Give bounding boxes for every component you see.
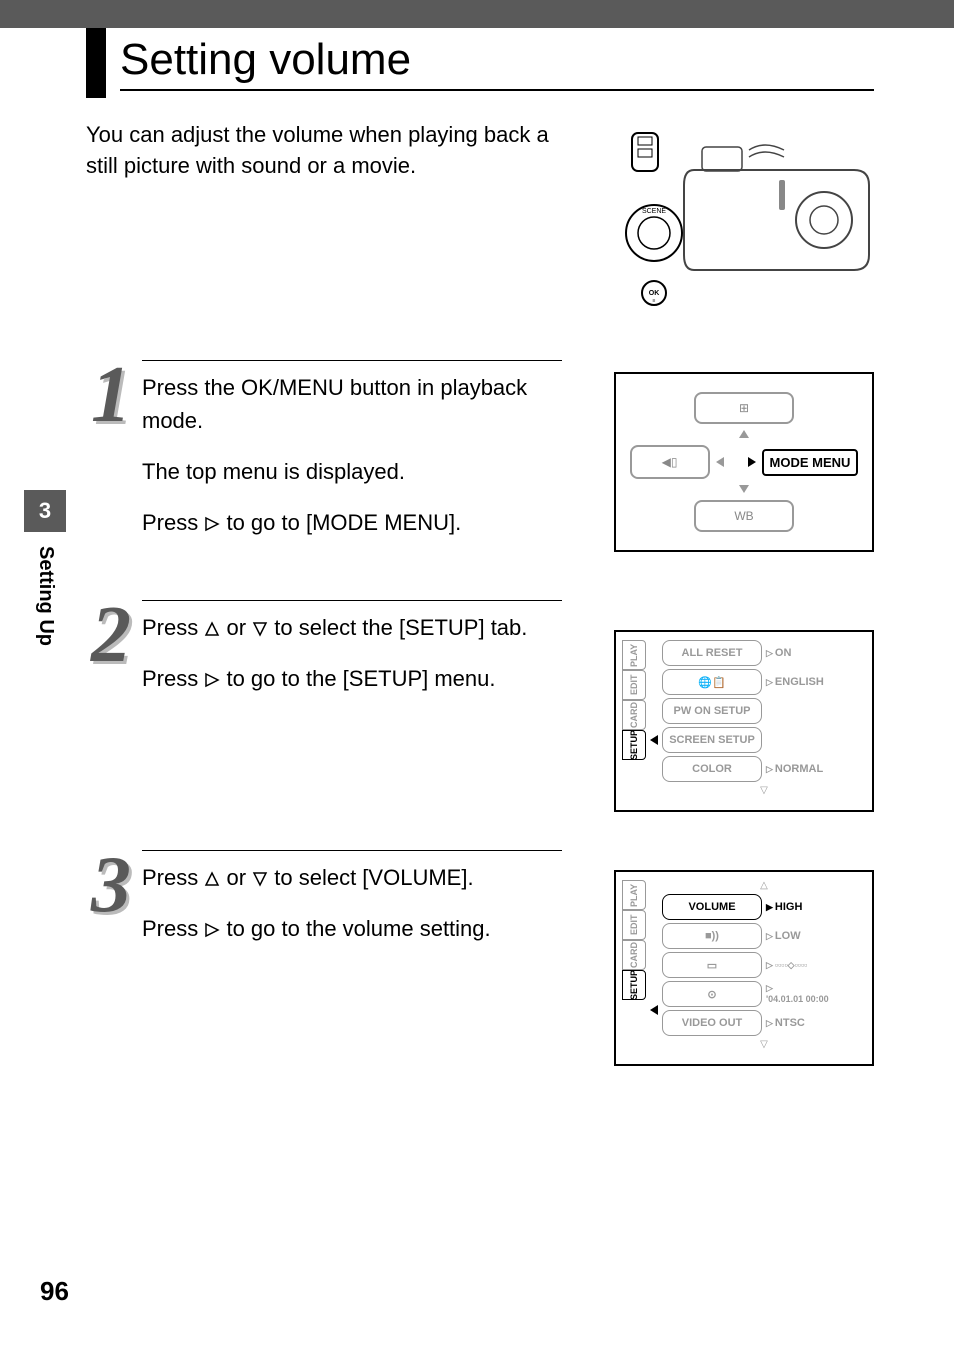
lcd-tab: CARD [622, 940, 646, 970]
chapter-label: Setting Up [24, 532, 67, 660]
lcd-value: NORMAL [775, 763, 823, 775]
lcd-tabs: PLAY EDIT CARD SETUP [622, 880, 646, 1050]
lcd-label: 🌐📋 [662, 669, 762, 695]
lcd-tab: CARD [622, 700, 646, 730]
left-arrow-icon [716, 457, 726, 467]
lcd-value: LOW [775, 930, 801, 942]
scroll-down-icon: ▽ [662, 785, 866, 796]
lcd-screen-3: PLAY EDIT CARD SETUP △ VOLUME▶HIGH ■))▷L… [614, 870, 874, 1066]
mode-menu-cell: MODE MENU [762, 449, 859, 476]
step-body: Press or to select [VOLUME]. Press to go… [142, 850, 562, 945]
lcd-label: VIDEO OUT [662, 1010, 762, 1036]
playback-icon: ◀▯ [662, 455, 678, 469]
lcd-label: ALL RESET [662, 640, 762, 666]
page-number: 96 [40, 1276, 69, 1307]
step-3: 3 Press or to select [VOLUME]. Press to … [86, 850, 874, 963]
step-line: Press to go to the [SETUP] menu. [142, 662, 562, 695]
lcd-rows: ALL RESET▷ON 🌐📋▷ENGLISH PW ON SETUP SCRE… [662, 640, 866, 796]
lcd-tab: PLAY [622, 640, 646, 670]
step-2: 2 Press or to select the [SETUP] tab. Pr… [86, 600, 874, 713]
tab-arrow-icon [650, 880, 658, 1030]
lcd-rows: △ VOLUME▶HIGH ■))▷LOW ▭▷▫▫▫▫◇▫▫▫▫ ⊙▷'04.… [662, 880, 866, 1050]
lcd-screen-1: ⊞ ◀▯ MODE MENU WB [614, 372, 874, 552]
lcd-screen-2: PLAY EDIT CARD SETUP ALL RESET▷ON 🌐📋▷ENG… [614, 630, 874, 812]
lcd-tabs: PLAY EDIT CARD SETUP [622, 640, 646, 796]
lcd-value: ON [775, 647, 792, 659]
lcd-tab-active: SETUP [622, 730, 646, 760]
menu-left-cell: ◀▯ [630, 445, 710, 479]
chapter-number: 3 [24, 490, 66, 532]
svg-text:≡: ≡ [653, 298, 656, 304]
up-arrow-icon [739, 430, 749, 439]
intro-text: You can adjust the volume when playing b… [86, 120, 576, 182]
svg-text:OK: OK [649, 290, 660, 297]
lcd-value: '04.01.01 00:00 [766, 995, 829, 1004]
svg-text:SCENE: SCENE [642, 208, 666, 215]
page-title-block: Setting volume [86, 28, 874, 98]
lcd-label: COLOR [662, 756, 762, 782]
step-number: 1 [86, 350, 136, 441]
menu-bottom-cell: WB [694, 500, 794, 532]
step-body: Press or to select the [SETUP] tab. Pres… [142, 600, 562, 695]
header-bar [0, 0, 954, 28]
step-line: Press the OK/MENU button in playback mod… [142, 371, 562, 437]
step-number: 3 [86, 840, 136, 931]
scroll-down-icon: ▽ [662, 1039, 866, 1050]
title-marker [86, 28, 106, 98]
scroll-up-icon: △ [662, 880, 866, 891]
step-line: Press to go to the volume setting. [142, 912, 562, 945]
chapter-side-tab: 3 Setting Up [24, 490, 66, 660]
lcd-tab: EDIT [622, 910, 646, 940]
camera-illustration: SCENE OK ≡ [614, 115, 874, 315]
tab-arrow-icon [650, 640, 658, 760]
lcd-label: ▭ [662, 952, 762, 978]
lcd-label-active: VOLUME [662, 894, 762, 920]
step-body: Press the OK/MENU button in playback mod… [142, 360, 562, 539]
lcd-label: ■)) [662, 923, 762, 949]
step-line: Press to go to [MODE MENU]. [142, 506, 562, 539]
step-line: The top menu is displayed. [142, 455, 562, 488]
step-line: Press or to select the [SETUP] tab. [142, 611, 562, 644]
step-number: 2 [86, 590, 136, 681]
lcd-tab: EDIT [622, 670, 646, 700]
right-arrow-icon [746, 457, 756, 467]
step-line: Press or to select [VOLUME]. [142, 861, 562, 894]
lcd-value: NTSC [775, 1017, 805, 1029]
lcd-tab: PLAY [622, 880, 646, 910]
lcd-label: PW ON SETUP [662, 698, 762, 724]
lcd-tab-active: SETUP [622, 970, 646, 1000]
lcd-label: ⊙ [662, 981, 762, 1007]
exposure-icon: ⊞ [739, 401, 749, 415]
lcd-value: ENGLISH [775, 676, 824, 688]
step-1: 1 Press the OK/MENU button in playback m… [86, 360, 874, 557]
lcd-label: SCREEN SETUP [662, 727, 762, 753]
lcd-value: ▫▫▫▫◇▫▫▫▫ [775, 960, 807, 971]
down-arrow-icon [739, 485, 749, 494]
page-title: Setting volume [120, 35, 874, 91]
menu-top-cell: ⊞ [694, 392, 794, 424]
lcd-value: HIGH [775, 901, 803, 913]
